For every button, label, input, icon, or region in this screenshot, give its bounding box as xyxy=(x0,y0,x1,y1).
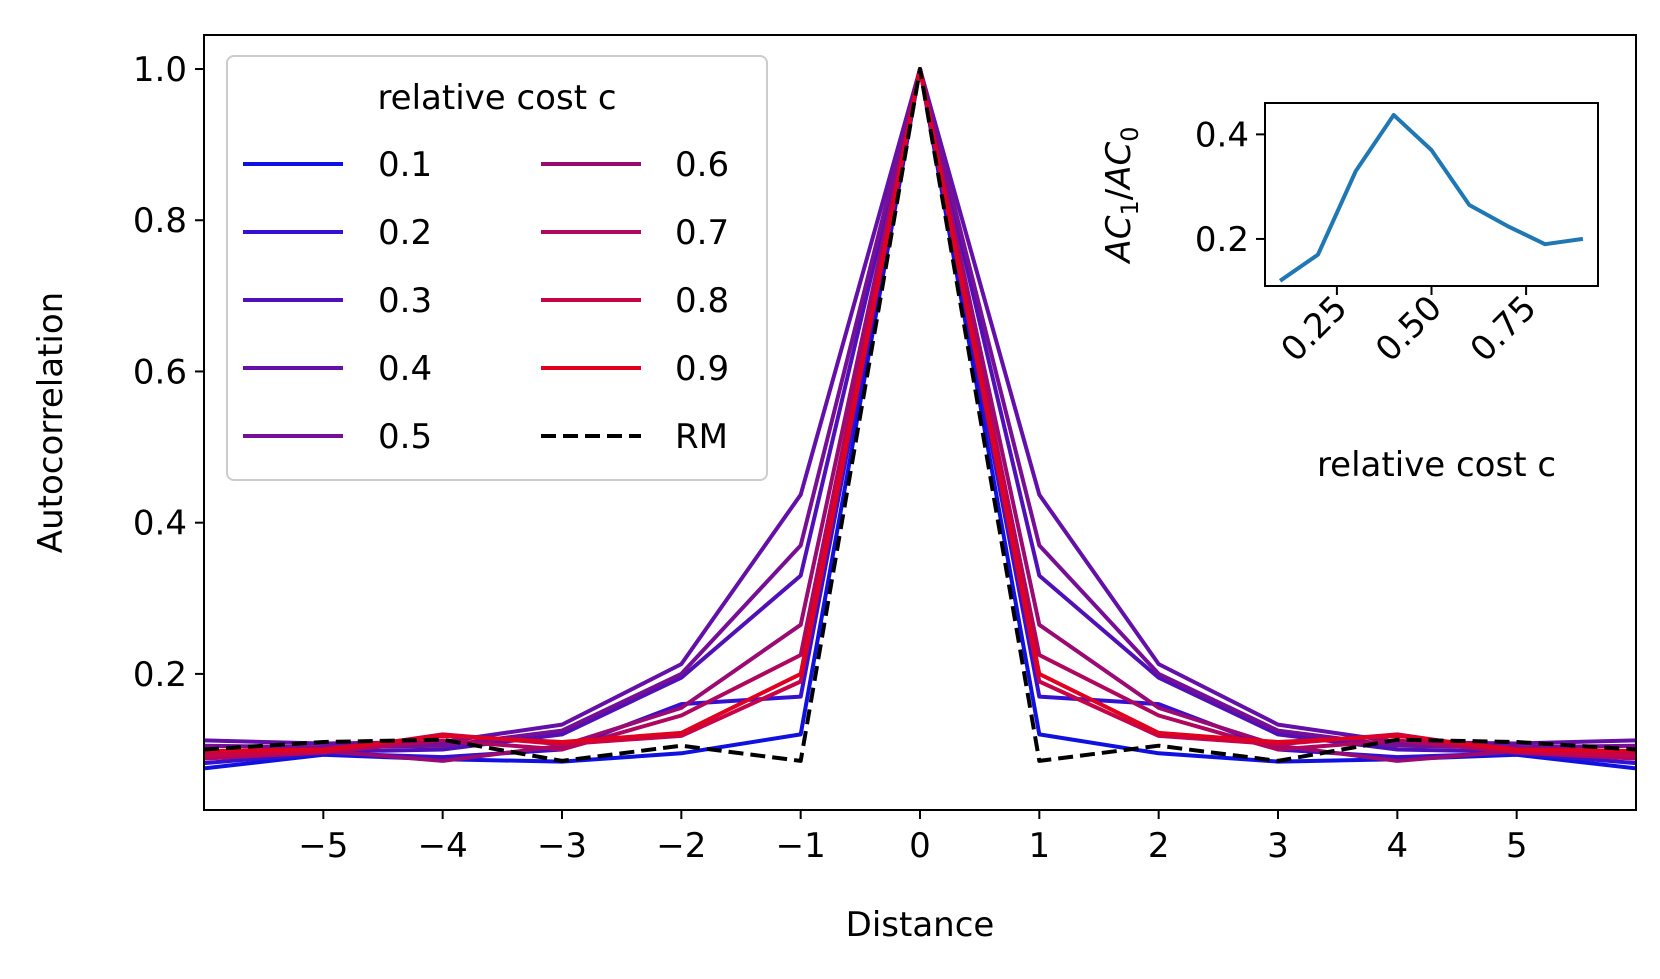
x-tick-label: 3 xyxy=(1267,826,1289,866)
inset-x-tick-label: 0.75 xyxy=(1463,288,1545,370)
x-axis-label: Distance xyxy=(846,905,995,945)
x-tick-label: 4 xyxy=(1387,826,1409,866)
inset-y-tick-label: 0.2 xyxy=(1195,220,1249,260)
y-axis-label: Autocorrelation xyxy=(31,292,71,553)
y-tick-label: 0.4 xyxy=(133,504,187,544)
legend-label: 0.3 xyxy=(378,281,432,321)
x-tick-label: −1 xyxy=(776,826,826,866)
legend-label: 0.5 xyxy=(378,417,432,457)
x-tick-label: −5 xyxy=(298,826,348,866)
inset-ylabel-ac0: AC xyxy=(1099,142,1139,191)
inset-line xyxy=(1278,113,1584,283)
x-tick-label: 1 xyxy=(1029,826,1051,866)
inset-y-tick-label: 0.4 xyxy=(1195,115,1249,155)
inset-y-axis-label: AC1/AC0 xyxy=(1099,126,1144,264)
inset-ylabel-ac1: AC xyxy=(1099,215,1139,264)
legend-label: 0.8 xyxy=(675,281,729,321)
x-tick-label: 2 xyxy=(1148,826,1170,866)
x-tick-label: 5 xyxy=(1506,826,1528,866)
legend-label: 0.6 xyxy=(675,145,729,185)
legend-label: RM xyxy=(675,417,728,457)
series-group xyxy=(204,67,1636,771)
x-tick-label: −3 xyxy=(537,826,587,866)
x-tick-label: 0 xyxy=(909,826,931,866)
y-tick-label: 0.2 xyxy=(133,655,187,695)
legend-title: relative cost c xyxy=(377,78,616,118)
legend-label: 0.7 xyxy=(675,213,729,253)
series-line-rm xyxy=(204,67,1636,763)
x-tick-label: −2 xyxy=(656,826,706,866)
inset-ylabel-sub0: 0 xyxy=(1116,126,1144,141)
inset-ylabel-sub1: 1 xyxy=(1116,200,1144,215)
legend-label: 0.2 xyxy=(378,213,432,253)
inset-x-axis-label: relative cost c xyxy=(1317,445,1556,485)
inset-ylabel-slash: / xyxy=(1099,188,1139,200)
x-tick-label: −4 xyxy=(418,826,468,866)
y-tick-label: 0.8 xyxy=(133,201,187,241)
y-tick-label: 1.0 xyxy=(133,50,187,90)
y-tick-label: 0.6 xyxy=(133,352,187,392)
legend-label: 0.9 xyxy=(675,349,729,389)
inset-x-tick-label: 0.50 xyxy=(1368,288,1450,370)
main-axes: −5 −4 −3 −2 −1 0 1 2 3 4 5 0.2 0.4 0.6 0.8 1.0 Distance A… xyxy=(31,34,1637,945)
legend-label: 0.4 xyxy=(378,349,432,389)
inset-x-tick-label: 0.25 xyxy=(1273,288,1355,370)
legend-label: 0.1 xyxy=(378,145,432,185)
legend: relative cost c 0.1 0.2 0.3 0.4 0.5 0.6 0.7 0.8 0… xyxy=(226,55,768,481)
inset-frame xyxy=(1264,102,1599,287)
